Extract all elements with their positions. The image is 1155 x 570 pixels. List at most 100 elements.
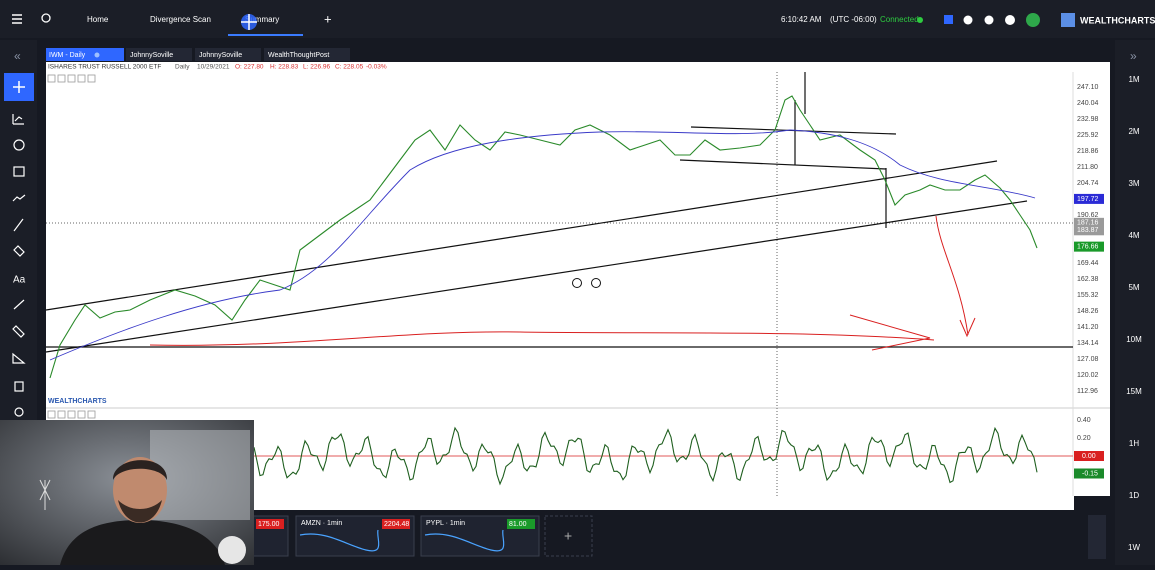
interval-option[interactable]: 15M	[1126, 387, 1142, 396]
menu-icon[interactable]	[12, 14, 22, 24]
add-ticker-icon: +	[564, 528, 572, 544]
price-label: 211.80	[1077, 164, 1098, 171]
ticker-symbol: PYPL · 1min	[426, 520, 465, 527]
drawing-handle[interactable]	[591, 278, 601, 288]
price-marker-label: 197.72	[1077, 196, 1099, 203]
price-marker	[1074, 241, 1104, 252]
tab[interactable]: JohnnySoville	[199, 52, 242, 59]
price-label: 169.44	[1077, 260, 1099, 267]
annotation-strokes	[149, 215, 976, 351]
osc-marker-label: -0.15	[1082, 470, 1098, 477]
settings-icon[interactable]	[984, 15, 994, 25]
price-label: 148.26	[1077, 308, 1099, 315]
add-tab[interactable]: +	[324, 11, 332, 26]
interval-option[interactable]: 1M	[1128, 75, 1139, 84]
price-label: 204.74	[1077, 180, 1099, 187]
tab-bg	[264, 48, 350, 61]
text-tool[interactable]: Aa	[13, 275, 26, 286]
panel-buttons[interactable]	[47, 74, 96, 419]
nav-link[interactable]: Divergence Scan	[150, 15, 211, 24]
price-marker	[1074, 217, 1104, 228]
price-marker	[1074, 225, 1104, 236]
interval-option[interactable]: 2M	[1128, 127, 1139, 136]
tab-active[interactable]	[46, 48, 124, 61]
tab[interactable]: WealthThoughtPost	[268, 52, 329, 59]
interval-list: 1M 2M 3M 4M 5M 10M 15M 1H 1D 1W	[1126, 75, 1142, 552]
profile-icon[interactable]	[1026, 13, 1040, 27]
tool-icons[interactable]	[12, 114, 26, 417]
ohlc: H: 228.83	[270, 64, 299, 71]
price-label: 155.32	[1077, 292, 1099, 299]
tab[interactable]: JohnnySoville	[130, 52, 173, 59]
price-marker-label: 183.87	[1077, 227, 1099, 234]
price-label: 225.92	[1077, 132, 1099, 139]
add-icon	[13, 81, 25, 93]
ticker-price-bg	[507, 519, 535, 529]
interval-option[interactable]: 1W	[1128, 543, 1140, 552]
add-ticker[interactable]	[544, 515, 593, 557]
help-icon[interactable]	[1005, 15, 1015, 25]
ohlc: -0.03%	[366, 64, 387, 71]
time-axis-bg	[46, 496, 1074, 510]
osc-marker	[1074, 468, 1104, 479]
osc-marker-label: 0.00	[1082, 453, 1096, 460]
price-line	[49, 95, 1038, 379]
cursor-icon	[241, 14, 257, 30]
status-dot	[917, 17, 923, 23]
top-bar	[0, 0, 1155, 38]
price-marker	[1074, 193, 1104, 204]
watermark: WEALTHCHARTS	[48, 398, 107, 405]
price-label: 112.96	[1077, 388, 1098, 395]
price-label: 134.14	[1077, 340, 1099, 347]
interval-option[interactable]: 10M	[1126, 335, 1142, 344]
price-axis: 247.10 240.04 232.98 225.92 218.86 211.80 204.…	[1074, 84, 1104, 395]
drawing-handle[interactable]	[572, 278, 582, 288]
ohlc: L: 226.96	[303, 64, 330, 71]
price-marker-label: 176.66	[1077, 243, 1099, 250]
price-label: 127.08	[1077, 356, 1099, 363]
price-label: 162.38	[1077, 276, 1099, 283]
price-label: 240.04	[1077, 100, 1099, 107]
webcam-overlay	[0, 420, 254, 565]
tab-bg	[195, 48, 261, 61]
collapse-tickers[interactable]	[1088, 515, 1106, 559]
interval-option[interactable]: 5M	[1128, 283, 1139, 292]
price-label: 141.20	[1077, 324, 1099, 331]
connection-status: Connected	[880, 15, 919, 24]
tab-dot	[94, 52, 100, 58]
oscillator-axis: 0.40 0.20 0.00 -0.15	[1074, 417, 1104, 479]
tab[interactable]: IWM - Daily	[49, 52, 86, 59]
moving-average	[49, 129, 1036, 361]
bell-icon[interactable]	[963, 15, 973, 25]
ticker-price-bg	[256, 519, 284, 529]
interval-option[interactable]: 1D	[1129, 491, 1139, 500]
left-toolbar	[0, 40, 37, 430]
price-label: 218.86	[1077, 148, 1099, 155]
expand-icon[interactable]: »	[1130, 49, 1137, 63]
ticker-symbol: AMZN · 1min	[301, 520, 342, 527]
price-label: 247.10	[1077, 84, 1099, 91]
save-icon[interactable]	[944, 15, 953, 24]
price-marker-label: 187.16	[1077, 220, 1099, 227]
collapse-icon[interactable]: «	[14, 49, 21, 63]
osc-marker	[1074, 451, 1104, 461]
price-label: 120.02	[1077, 372, 1099, 379]
search-icon[interactable]	[41, 13, 51, 23]
interval-option[interactable]: 4M	[1128, 231, 1139, 240]
interval-option[interactable]: 3M	[1128, 179, 1139, 188]
brand-name: WEALTHCHARTS	[1080, 15, 1155, 25]
brand-logo	[1061, 13, 1075, 27]
date: 10/29/2021	[197, 64, 230, 71]
ohlc: O: 227.80	[235, 64, 264, 71]
osc-label: 0.20	[1077, 435, 1091, 442]
clock: 6:10:42 AM	[781, 15, 822, 24]
ticker-sparkline	[299, 529, 380, 552]
ohlc: C: 228.05	[335, 64, 364, 71]
interval-option[interactable]: 1H	[1129, 439, 1139, 448]
ticker-sparkline	[424, 529, 505, 552]
oscillator-line	[253, 426, 1038, 486]
interval: Daily	[175, 64, 190, 71]
nav-link[interactable]: Home	[87, 15, 109, 24]
nav-link[interactable]: Summary	[245, 15, 279, 24]
ticker-price-bg	[382, 519, 410, 529]
